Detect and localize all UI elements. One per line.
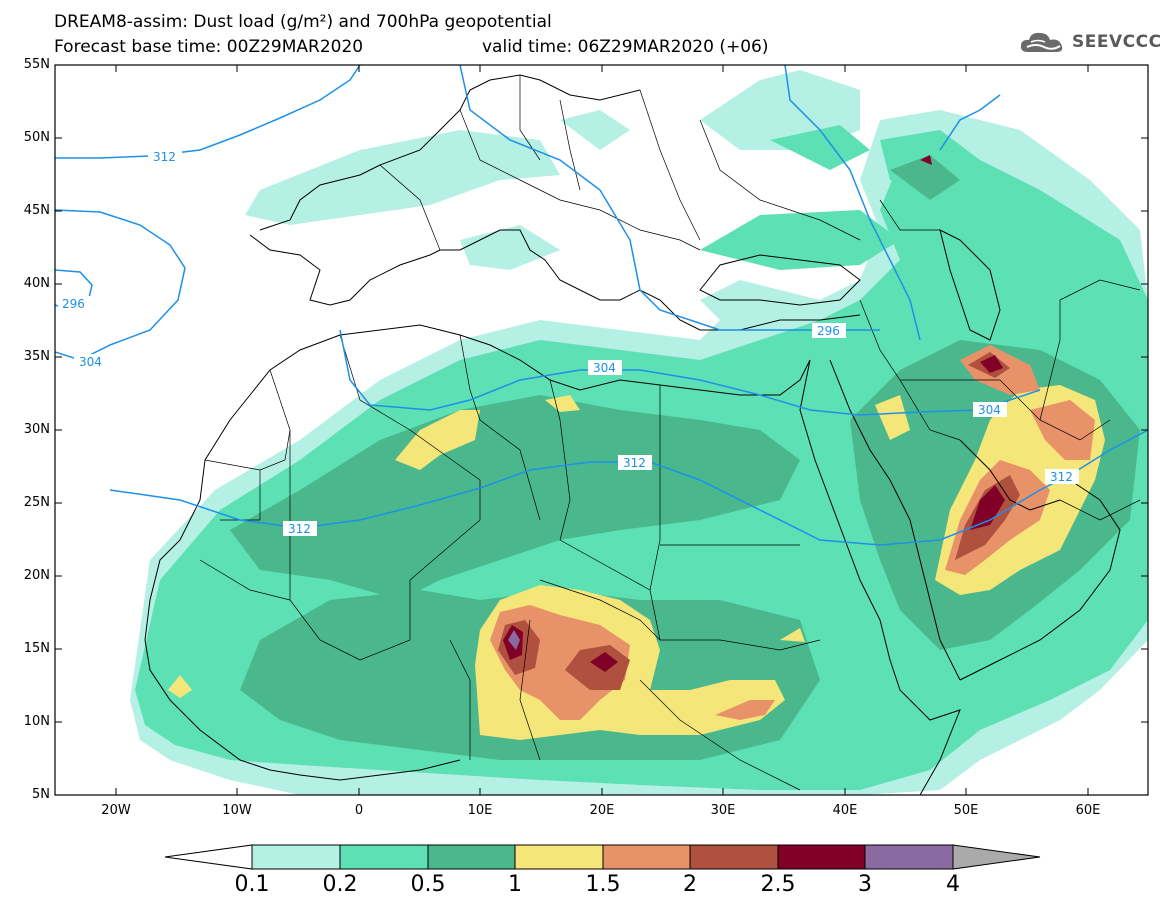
colorbar-swatch xyxy=(777,844,866,870)
colorbar-swatch xyxy=(251,844,341,870)
colorbar-high-arrow xyxy=(952,844,1041,870)
valid-time: valid time: 06Z29MAR2020 (+06) xyxy=(482,37,769,57)
colorbar-label: 3 xyxy=(858,872,872,897)
colorbar-label: 1 xyxy=(508,872,522,897)
colorbar-swatch xyxy=(339,844,429,870)
lat-label: 5N xyxy=(32,787,50,802)
lon-label: 10W xyxy=(222,803,252,818)
lon-label: 0 xyxy=(354,803,364,818)
colorbar-label: 1.5 xyxy=(585,872,621,897)
axis-ticks xyxy=(55,64,1148,795)
colorbar-label: 0.2 xyxy=(322,872,358,897)
contour-label: 312 xyxy=(153,150,176,164)
lon-label: 20E xyxy=(589,803,615,818)
contour-label: 312 xyxy=(1050,470,1073,484)
colorbar-low-arrow xyxy=(164,844,253,870)
colorbar xyxy=(164,844,1041,870)
cloud-icon xyxy=(1020,32,1063,52)
logo-text: SEEVCCC xyxy=(1072,32,1162,52)
logo: SEEVCCC xyxy=(1018,28,1162,56)
lon-label: 20W xyxy=(101,803,131,818)
title-line-1: DREAM8-assim: Dust load (g/m²) and 700hP… xyxy=(54,12,552,32)
lon-label: 60E xyxy=(1075,803,1101,818)
lat-label: 50N xyxy=(23,130,50,145)
lat-label: 40N xyxy=(23,276,50,291)
lat-label: 20N xyxy=(23,568,50,583)
lon-label: 30E xyxy=(710,803,736,818)
colorbar-label: 0.5 xyxy=(410,872,446,897)
colorbar-label: 0.1 xyxy=(234,872,270,897)
lon-label: 10E xyxy=(467,803,493,818)
contour-label: 312 xyxy=(623,456,646,470)
contour-label: 296 xyxy=(817,324,840,338)
colorbar-label: 4 xyxy=(946,872,960,897)
contour-label: 304 xyxy=(593,361,616,375)
lat-label: 25N xyxy=(23,495,50,510)
lat-label: 30N xyxy=(23,422,50,437)
lat-label: 45N xyxy=(23,203,50,218)
lon-label: 50E xyxy=(953,803,979,818)
colorbar-swatch xyxy=(514,844,604,870)
contour-label: 296 xyxy=(62,297,85,311)
colorbar-swatch xyxy=(427,844,516,870)
colorbar-swatch xyxy=(602,844,691,870)
contour-label: 312 xyxy=(288,522,311,536)
contour-label-group: 312 296 304 304 312 312 296 304 312 xyxy=(58,149,1079,536)
colorbar-swatch xyxy=(864,844,954,870)
contour-label: 304 xyxy=(978,403,1001,417)
dust-level-3 xyxy=(508,630,520,650)
colorbar-label: 2.5 xyxy=(760,872,796,897)
title-line-2: Forecast base time: 00Z29MAR2020 xyxy=(54,37,364,57)
lat-label: 55N xyxy=(23,57,50,72)
colorbar-swatch xyxy=(689,844,779,870)
lat-label: 10N xyxy=(23,714,50,729)
lat-label: 15N xyxy=(23,641,50,656)
lat-label: 35N xyxy=(23,349,50,364)
lon-label: 40E xyxy=(832,803,858,818)
colorbar-label: 2 xyxy=(683,872,697,897)
contour-label: 304 xyxy=(79,355,102,369)
